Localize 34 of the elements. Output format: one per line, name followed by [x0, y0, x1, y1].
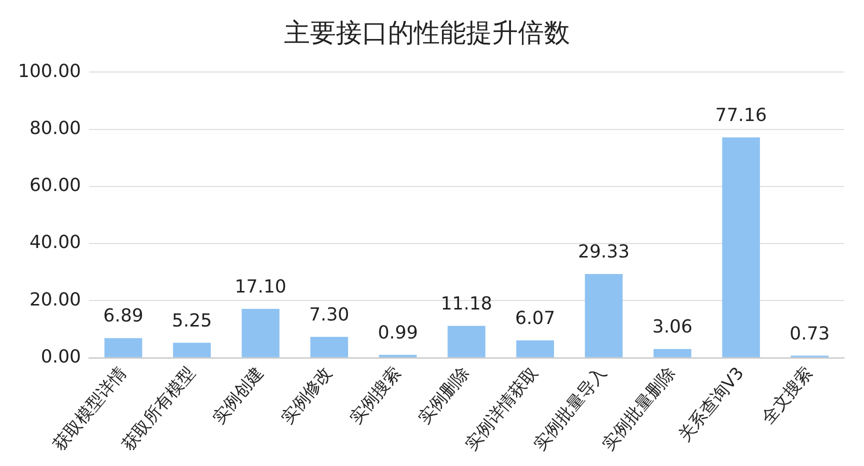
- bar: [448, 326, 486, 358]
- bar: [242, 308, 280, 358]
- data-label: 17.10: [234, 276, 286, 298]
- y-tick-label: 40.00: [29, 232, 81, 254]
- x-tick-label: 实例搜索: [346, 364, 406, 428]
- data-label: 7.30: [309, 304, 350, 326]
- y-tick-label: 20.00: [29, 289, 81, 310]
- x-tick-label: 实例删除: [414, 364, 474, 428]
- data-label: 5.25: [172, 310, 212, 332]
- data-label: 77.16: [715, 105, 767, 126]
- bar: [310, 336, 348, 358]
- x-tick-label: 全文搜索: [758, 364, 817, 428]
- data-label: 11.18: [440, 294, 492, 314]
- bar: [584, 274, 623, 358]
- data-label: 29.33: [578, 242, 630, 263]
- data-label: 6.07: [515, 308, 556, 330]
- bar: [104, 338, 142, 358]
- bar: [722, 137, 760, 358]
- y-tick-label: 60.00: [29, 175, 81, 196]
- x-tick-label: 实例修改: [277, 364, 336, 428]
- chart-title: 主要接口的性能提升倍数: [284, 18, 570, 48]
- bar: [654, 349, 692, 358]
- bar: [378, 354, 417, 358]
- data-label: 3.06: [652, 316, 692, 338]
- data-label: 6.89: [103, 306, 144, 327]
- data-label: 0.99: [378, 322, 418, 344]
- x-tick-label: 实例创建: [208, 364, 268, 428]
- data-label: 0.73: [790, 323, 830, 344]
- y-tick-label: 80.00: [29, 118, 81, 139]
- x-tick-label: 关系查询V3: [674, 364, 748, 446]
- bar: [173, 342, 211, 358]
- y-tick-label: 0.00: [40, 346, 81, 368]
- bar: [516, 340, 554, 358]
- y-tick-label: 100.00: [18, 60, 81, 82]
